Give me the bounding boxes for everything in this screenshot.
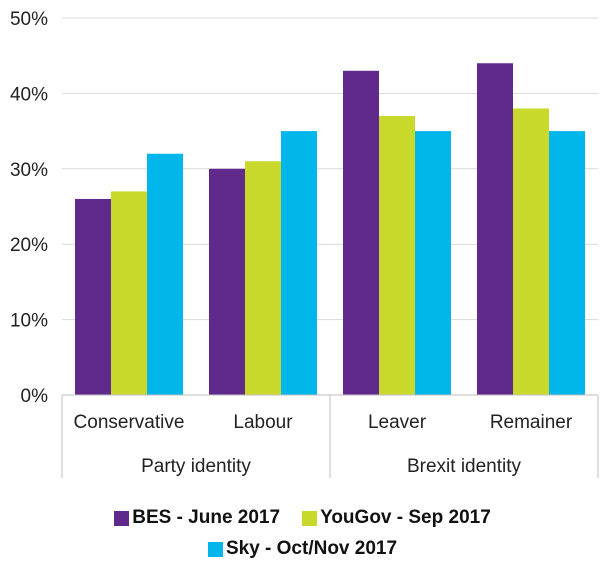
y-tick-label: 0% [21,386,49,407]
x-axis-category-labels: Conservative Labour Leaver Remainer [74,412,573,433]
bar [477,63,513,396]
y-tick-label: 20% [10,235,48,256]
y-tick-label: 40% [10,84,48,105]
legend-row-2: Sky - Oct/Nov 2017 [0,538,605,560]
bar [111,191,147,395]
bar [209,168,245,395]
x-group-label: Brexit identity [407,456,522,477]
legend-item-bes: BES - June 2017 [114,507,280,529]
y-axis-tick-labels: 0% 10% 20% 30% 40% 50% [10,9,48,407]
bar [513,108,549,395]
y-tick-label: 10% [10,311,48,332]
legend-row-1: BES - June 2017 YouGov - Sep 2017 [0,507,605,529]
x-group-label: Party identity [141,456,251,477]
x-axis [61,394,599,478]
bar [379,116,415,396]
bar [415,131,451,395]
legend-item-yougov: YouGov - Sep 2017 [302,507,491,529]
bar [245,161,281,395]
bars [75,63,585,396]
x-tick-label: Leaver [368,412,427,433]
legend-item-sky: Sky - Oct/Nov 2017 [207,538,398,560]
legend-swatch-yougov [302,510,318,526]
legend-label-yougov: YouGov - Sep 2017 [320,507,491,528]
x-tick-label: Conservative [74,412,185,433]
y-tick-label: 50% [10,9,48,30]
bar [281,131,317,395]
bar [75,198,111,395]
x-axis-group-labels: Party identity Brexit identity [141,456,521,477]
bar [549,131,585,395]
legend-swatch-sky [207,541,223,557]
bar [147,153,183,395]
x-tick-label: Remainer [490,412,573,433]
legend-label-sky: Sky - Oct/Nov 2017 [225,538,398,559]
bar [343,70,379,395]
bar-chart: 0% 10% 20% 30% 40% 50% Conservative Labour Leav… [10,9,599,478]
legend-swatch-bes [114,510,130,526]
legend-label-bes: BES - June 2017 [132,507,281,528]
x-tick-label: Labour [233,412,293,433]
y-tick-label: 30% [10,160,48,181]
